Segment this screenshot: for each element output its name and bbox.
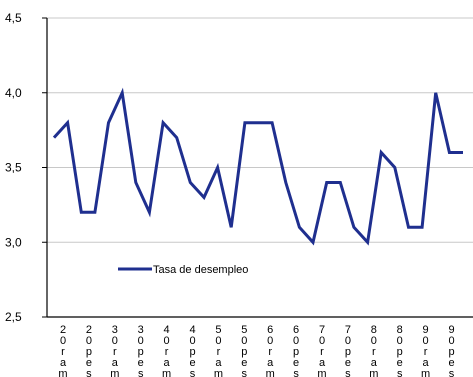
- legend-label: Tasa de desempleo: [153, 264, 248, 276]
- y-tick-label: 4,5: [5, 11, 22, 25]
- y-tick-label: 4,0: [5, 86, 22, 100]
- series-line-tasa-de-desempleo: [52, 87, 463, 246]
- legend: Tasa de desempleo: [118, 264, 248, 276]
- gridlines: [47, 17, 473, 243]
- x-axis-ticks: 2 0 r a m 2 0 p e s 3 0 r a m 3 0 p e s 4 0 r a m 4 0 p e s 5 0 r a m 5 0 p e s…: [58, 324, 454, 377]
- y-tick-label: 2,5: [5, 310, 22, 324]
- y-tick-label: 3,5: [5, 161, 22, 175]
- y-axis-ticks: 2,5 3,0 3,5 4,0 4,5: [5, 11, 47, 324]
- y-tick-label: 3,0: [5, 235, 22, 249]
